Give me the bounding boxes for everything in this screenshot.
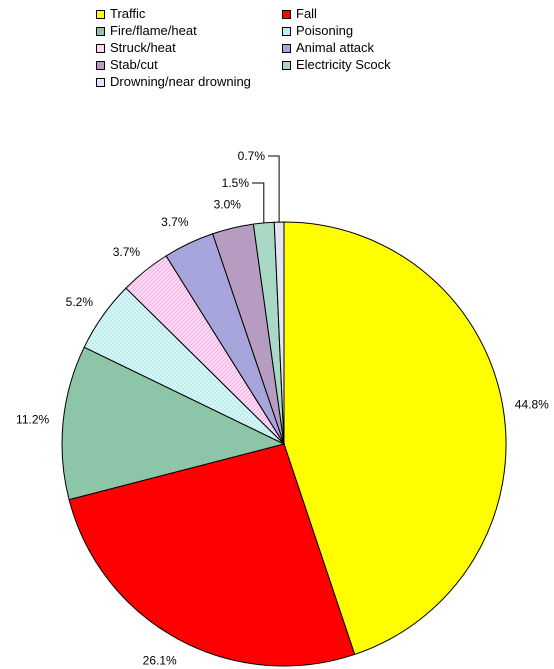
pie-slice [61, 346, 286, 501]
leader-line [252, 182, 265, 223]
legend-label: Traffic [110, 6, 146, 21]
pie-slice [68, 443, 356, 667]
legend-swatch [282, 44, 291, 53]
slice-label: 26.1% [143, 653, 177, 667]
legend-swatch [96, 10, 105, 19]
leader-line [268, 155, 280, 223]
slice-label: 1.5% [222, 176, 250, 190]
legend-item: Poisoning [282, 23, 353, 39]
legend-item: Drowning/near drowning [96, 74, 251, 90]
legend-label: Fall [296, 6, 317, 21]
legend-swatch [282, 61, 291, 70]
legend-item: Animal attack [282, 40, 374, 56]
legend-swatch [96, 78, 105, 87]
legend-label: Fire/flame/heat [110, 23, 197, 38]
legend-item: Struck/heat [96, 40, 176, 56]
legend-item: Fall [282, 6, 317, 22]
pie-slice [283, 221, 507, 656]
slice-label: 0.7% [238, 149, 266, 163]
legend-swatch [96, 44, 105, 53]
legend-label: Struck/heat [110, 40, 176, 55]
slice-label: 3.0% [214, 198, 242, 212]
slice-label: 3.7% [161, 215, 189, 229]
slice-label: 5.2% [66, 295, 94, 309]
legend-item: Traffic [96, 6, 145, 22]
legend-label: Animal attack [296, 40, 375, 55]
legend-item: Stab/cut [96, 57, 158, 73]
legend-label: Electricity Scock [296, 57, 391, 72]
legend-item: Fire/flame/heat [96, 23, 197, 39]
slice-label: 11.2% [16, 413, 49, 427]
legend-label: Poisoning [296, 23, 354, 38]
legend-swatch [282, 27, 291, 36]
slice-label: 44.8% [515, 397, 549, 411]
legend-swatch [96, 27, 105, 36]
legend-swatch [282, 10, 291, 19]
legend-item: Electricity Scock [282, 57, 391, 73]
legend-swatch [96, 61, 105, 70]
slice-label: 3.7% [113, 245, 141, 259]
legend-label: Drowning/near drowning [110, 74, 251, 89]
legend-label: Stab/cut [110, 57, 158, 72]
